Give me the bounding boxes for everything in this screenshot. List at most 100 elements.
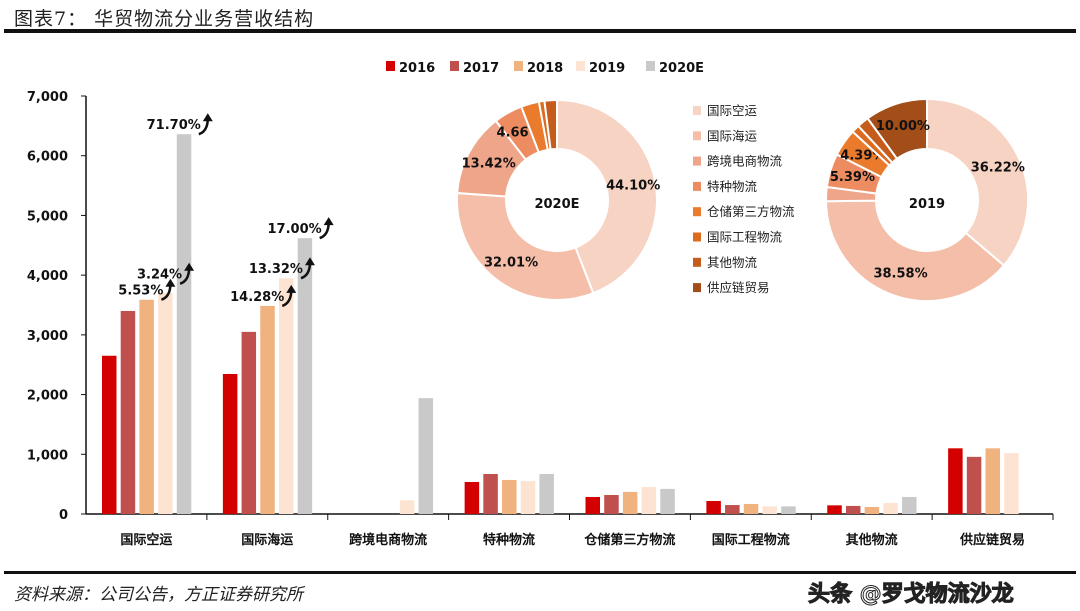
- pie-legend-swatch: [693, 156, 701, 166]
- bar-2017: [725, 505, 740, 514]
- bar-2019: [158, 292, 173, 514]
- legend-label: 2018: [527, 61, 563, 76]
- x-tick-label: 其他物流: [846, 532, 898, 548]
- bar-2020E: [297, 238, 313, 514]
- pie-slice-2020E: [556, 98, 658, 295]
- bar-2020E: [176, 134, 192, 514]
- bar-2019: [278, 278, 294, 514]
- bar-2018: [139, 299, 154, 514]
- bar-2018: [985, 448, 1001, 514]
- legend-swatch-2016: [386, 61, 395, 71]
- x-tick-label: 国际空运: [120, 532, 172, 548]
- pie-legend-label: 国际工程物流: [707, 230, 783, 245]
- growth-label: 71.70%: [147, 118, 201, 133]
- up-arrow-icon: [165, 278, 176, 287]
- pie-data-label: 38.58%: [873, 266, 927, 281]
- bar-2019: [762, 506, 777, 514]
- pie-data-label: 44.10%: [606, 179, 660, 194]
- bar-2020E: [660, 488, 675, 514]
- pie-slice-2020E: [543, 98, 558, 151]
- x-tick-label: 特种物流: [483, 532, 535, 548]
- y-tick-label: 2,000: [27, 389, 68, 404]
- bar-2016: [706, 500, 721, 514]
- pie-slice-2019: [926, 97, 1029, 267]
- bar-2018: [622, 491, 638, 514]
- legend-label: 2017: [463, 61, 499, 76]
- x-tick-label: 仓储第三方物流: [583, 532, 675, 548]
- pie-data-label: 36.22%: [971, 160, 1025, 175]
- bar-2016: [222, 373, 238, 514]
- bar-2019: [520, 480, 536, 514]
- pie-data-label: 13.42%: [462, 156, 516, 171]
- growth-label: 3.24%: [137, 268, 182, 283]
- bar-2017: [483, 473, 498, 514]
- pie-center-title: 2020E: [534, 197, 579, 212]
- bar-2017: [604, 495, 619, 514]
- bar-2020E: [539, 473, 554, 514]
- y-tick-label: 7,000: [27, 90, 68, 105]
- pie-legend-label: 供应链贸易: [707, 280, 770, 295]
- pie-legend-swatch: [693, 181, 701, 191]
- pie-legend-swatch: [693, 131, 701, 141]
- legend-label: 2020E: [659, 61, 704, 76]
- pie-legend-swatch: [693, 283, 701, 293]
- growth-label: 5.53%: [118, 284, 163, 299]
- bar-2018: [743, 503, 759, 514]
- pie-legend-label: 国际空运: [707, 103, 758, 118]
- legend-swatch-2020E: [646, 61, 655, 71]
- bar-2019: [883, 503, 898, 514]
- pie-data-label: 32.01%: [484, 255, 538, 270]
- y-tick-label: 0: [59, 508, 68, 523]
- y-tick-label: 4,000: [27, 269, 68, 284]
- y-tick-label: 3,000: [27, 329, 68, 344]
- pie-slice-2019: [824, 199, 1006, 302]
- growth-label: 17.00%: [268, 222, 322, 237]
- up-arrow-icon: [286, 284, 297, 293]
- source-note: 资料来源：公司公告，方正证券研究所: [14, 585, 303, 605]
- watermark: 头条 @罗戈物流沙龙: [808, 582, 1015, 608]
- legend-swatch-2018: [514, 61, 523, 71]
- pie-data-label: 10.00%: [876, 119, 930, 134]
- pie-slice-2019: [866, 97, 928, 161]
- pie-legend-label: 特种物流: [707, 179, 758, 194]
- x-tick-label: 国际海运: [241, 532, 293, 548]
- pie-legend-label: 跨境电商物流: [707, 154, 783, 169]
- pie-data-label: 5.39%: [830, 170, 875, 185]
- pie-legend-swatch: [693, 106, 701, 115]
- legend-label: 2016: [399, 61, 435, 76]
- y-tick-label: 5,000: [27, 209, 68, 224]
- bar-2020E: [902, 496, 917, 514]
- pie-legend-label: 其他物流: [707, 255, 758, 270]
- up-arrow-icon: [202, 113, 213, 122]
- bar-2016: [464, 481, 480, 514]
- bar-2016: [585, 496, 600, 514]
- pie-legend-swatch: [693, 257, 701, 267]
- x-tick-label: 供应链贸易: [959, 532, 1025, 548]
- pie-legend-swatch: [693, 207, 701, 217]
- y-tick-label: 6,000: [27, 150, 68, 165]
- growth-label: 14.28%: [230, 290, 284, 305]
- pie-legend-swatch: [693, 232, 701, 242]
- bar-2019: [1004, 453, 1019, 514]
- bar-2019: [399, 500, 415, 514]
- bar-2017: [845, 505, 861, 514]
- bar-2016: [948, 448, 963, 514]
- pie-legend-label: 国际海运: [707, 128, 758, 143]
- y-tick-label: 1,000: [27, 448, 68, 463]
- bar-2018: [260, 305, 275, 514]
- bar-2017: [120, 310, 136, 514]
- bar-2016: [102, 355, 117, 514]
- legend-label: 2019: [589, 61, 625, 76]
- legend-swatch-2017: [450, 61, 459, 71]
- pie-slice-2020E: [456, 191, 595, 301]
- up-arrow-icon: [323, 217, 334, 226]
- bar-2016: [827, 505, 842, 514]
- bar-2017: [966, 456, 982, 514]
- figure-title: 图表7： 华贸物流分业务营收结构: [14, 8, 315, 30]
- bottom-rule: [4, 571, 1076, 574]
- top-rule: [4, 29, 1076, 33]
- up-arrow-icon: [304, 257, 315, 266]
- growth-label: 13.32%: [249, 262, 303, 277]
- x-tick-label: 国际工程物流: [712, 532, 790, 548]
